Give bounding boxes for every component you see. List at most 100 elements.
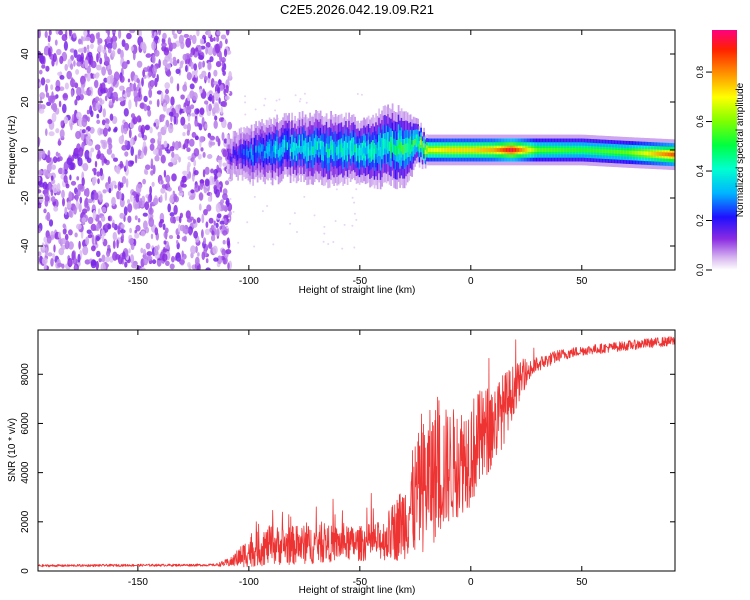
noise-blob bbox=[195, 47, 199, 52]
noise-blob bbox=[204, 178, 210, 187]
noise-blob bbox=[79, 93, 84, 101]
signal-cell bbox=[433, 148, 436, 152]
noise-speck bbox=[341, 247, 344, 250]
signal-cell bbox=[660, 152, 662, 156]
noise-blob bbox=[97, 44, 104, 53]
noise-blob bbox=[77, 253, 81, 263]
noise-blob bbox=[130, 193, 133, 202]
noise-blob bbox=[82, 208, 88, 214]
noise-blob bbox=[169, 76, 174, 84]
noise-blob bbox=[118, 135, 125, 145]
signal-cell bbox=[438, 148, 440, 152]
noise-blob bbox=[121, 144, 128, 151]
noise-blob bbox=[172, 59, 178, 66]
noise-blob bbox=[92, 209, 97, 220]
signal-cell bbox=[595, 148, 598, 153]
signal-cell bbox=[520, 148, 523, 152]
snr-y-tick-label: 6000 bbox=[20, 412, 31, 435]
noise-blob bbox=[194, 118, 198, 127]
snr-frame bbox=[37, 329, 676, 572]
noise-blob bbox=[82, 245, 89, 256]
noise-blob bbox=[210, 168, 214, 174]
noise-blob bbox=[156, 99, 160, 108]
noise-blob bbox=[91, 245, 96, 252]
signal-cell bbox=[528, 148, 530, 152]
signal-cell bbox=[643, 151, 646, 156]
noise-blob bbox=[59, 75, 65, 80]
signal-cell bbox=[364, 147, 367, 156]
signal-cell bbox=[499, 148, 502, 152]
noise-blob bbox=[160, 180, 164, 185]
noise-blob bbox=[114, 126, 118, 132]
signal-cell bbox=[504, 148, 506, 152]
noise-blob bbox=[164, 227, 169, 234]
spectrogram-y-tick-label: 0 bbox=[20, 147, 31, 153]
noise-blob bbox=[185, 105, 192, 115]
noise-blob bbox=[218, 117, 224, 123]
signal-cell bbox=[555, 148, 557, 152]
noise-blob bbox=[124, 139, 128, 146]
noise-speck bbox=[249, 182, 252, 185]
noise-speck bbox=[253, 195, 256, 198]
signal-cell bbox=[280, 146, 283, 155]
noise-blob bbox=[75, 130, 82, 140]
noise-blob bbox=[163, 169, 167, 178]
signal-cell bbox=[466, 148, 469, 152]
noise-blob bbox=[110, 74, 114, 84]
signal-cell bbox=[373, 148, 376, 158]
noise-blob bbox=[160, 194, 163, 203]
noise-blob bbox=[59, 55, 64, 65]
signal-cell bbox=[480, 148, 482, 152]
noise-blob bbox=[42, 169, 49, 176]
noise-blob bbox=[213, 185, 217, 191]
signal-cell bbox=[442, 148, 445, 152]
noise-blob bbox=[113, 157, 118, 162]
noise-blob bbox=[62, 223, 66, 229]
noise-blob bbox=[41, 64, 46, 69]
snr-y-label: SNR (10 * v/v) bbox=[7, 418, 18, 482]
signal-cell bbox=[454, 148, 457, 152]
signal-cell bbox=[589, 148, 592, 153]
noise-blob bbox=[114, 184, 117, 189]
noise-blob bbox=[90, 259, 97, 269]
noise-blob bbox=[177, 223, 181, 233]
noise-speck bbox=[351, 224, 354, 227]
signal-cell bbox=[382, 139, 385, 150]
noise-blob bbox=[225, 249, 232, 255]
signal-cell bbox=[453, 148, 455, 152]
spectrogram-heatmap bbox=[38, 30, 675, 270]
noise-blob bbox=[132, 116, 138, 125]
noise-blob bbox=[187, 94, 191, 102]
signal-cell bbox=[525, 148, 527, 152]
noise-speck bbox=[266, 205, 269, 207]
signal-cell bbox=[604, 149, 607, 154]
noise-blob bbox=[161, 42, 167, 48]
signal-cell bbox=[673, 152, 675, 157]
signal-cell bbox=[397, 138, 400, 149]
signal-cell bbox=[646, 151, 649, 156]
noise-blob bbox=[183, 106, 186, 112]
noise-blob bbox=[171, 173, 177, 182]
noise-blob bbox=[58, 167, 64, 175]
signal-cell bbox=[513, 148, 515, 152]
signal-cell bbox=[628, 150, 631, 155]
noise-blob bbox=[122, 251, 126, 260]
noise-blob bbox=[58, 138, 61, 146]
signal-cell bbox=[537, 148, 539, 152]
noise-blob bbox=[159, 219, 165, 224]
noise-blob bbox=[205, 46, 209, 55]
spectrogram-x-tick-label: 0 bbox=[468, 276, 474, 287]
signal-cell bbox=[361, 147, 364, 156]
signal-cell bbox=[334, 144, 337, 153]
noise-blob bbox=[101, 82, 106, 91]
noise-blob bbox=[170, 96, 175, 106]
noise-blob bbox=[168, 111, 174, 117]
noise-blob bbox=[120, 223, 125, 229]
noise-blob bbox=[121, 176, 127, 184]
noise-blob bbox=[76, 176, 80, 181]
noise-speck bbox=[353, 212, 356, 215]
noise-blob bbox=[215, 43, 221, 54]
noise-blob bbox=[45, 246, 48, 257]
signal-cell bbox=[475, 148, 478, 152]
noise-blob bbox=[207, 45, 214, 56]
